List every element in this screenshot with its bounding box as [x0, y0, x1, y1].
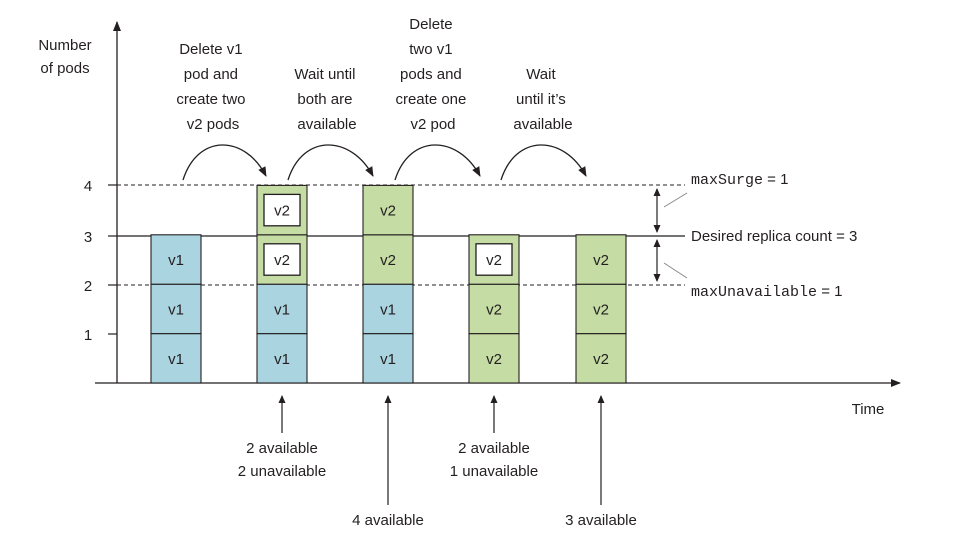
transition-arrow-2	[287, 144, 374, 181]
max-surge-leader	[663, 192, 688, 208]
status-note-line: 2 unavailable	[238, 463, 326, 480]
pod-v1	[150, 283, 202, 335]
status-note-line: 1 unavailable	[450, 463, 538, 480]
pod-label: v1	[380, 301, 396, 318]
step-1-line-2: pod and	[184, 66, 238, 83]
y-tick-label-1: 1	[84, 327, 92, 344]
pod-label: v2	[274, 252, 290, 269]
pod-label: v2	[486, 301, 502, 318]
step-3-line-5: v2 pod	[410, 116, 455, 133]
pod-label: v1	[168, 351, 184, 368]
step-3-line-1: Delete	[409, 16, 452, 33]
pod-v1	[256, 333, 308, 384]
step-caption-3: Delete two v1 pods and create one v2 pod	[395, 16, 470, 133]
transition-arrow-1	[182, 144, 267, 181]
pod-column-2: v1 v1 v2 v2	[256, 184, 308, 384]
step-3-line-3: pods and	[400, 66, 462, 83]
status-note-line: 2 available	[246, 440, 318, 457]
pod-label: v2	[486, 252, 502, 269]
pod-column-1: v1 v1 v1	[150, 234, 202, 384]
pod-label: v1	[274, 301, 290, 318]
step-3-line-2: two v1	[409, 41, 452, 58]
step-1-line-1: Delete v1	[179, 41, 242, 58]
pod-label: v1	[168, 301, 184, 318]
pod-label: v1	[380, 351, 396, 368]
step-1-line-3: create two	[176, 91, 245, 108]
step-caption-1: Delete v1 pod and create two v2 pods	[176, 41, 249, 133]
status-note-3: 2 available 1 unavailable	[450, 395, 538, 480]
pod-v1	[362, 333, 414, 384]
transition-arrow-4	[500, 144, 587, 181]
x-axis-label: Time	[852, 401, 885, 418]
step-caption-2: Wait until both are available	[294, 66, 359, 133]
step-2-line-3: available	[297, 116, 356, 133]
max-surge-annotation: maxSurge = 1	[691, 171, 788, 189]
desired-replica-annotation: Desired replica count = 3	[691, 228, 857, 245]
status-note-line: 3 available	[565, 512, 637, 529]
pod-label: v2	[593, 252, 609, 269]
pod-columns: v1 v1 v1 v1 v1 v2 v2 v1 v1 v2 v2 v2 v2 v2 v2 v2 v2	[150, 184, 627, 384]
pod-label: v2	[380, 252, 396, 269]
step-4-line-2: until it’s	[516, 91, 566, 108]
step-3-line-4: create one	[395, 91, 466, 108]
pod-label: v2	[274, 203, 290, 220]
step-1-line-4: v2 pods	[187, 116, 240, 133]
pod-column-5: v2 v2 v2	[575, 234, 627, 384]
pod-v2	[362, 184, 414, 236]
status-note-2: 4 available	[352, 395, 424, 529]
pod-label: v1	[168, 252, 184, 269]
pod-v2	[575, 283, 627, 335]
status-note-line: 4 available	[352, 512, 424, 529]
pod-v1	[150, 234, 202, 285]
step-4-line-3: available	[513, 116, 572, 133]
y-tick-label-3: 3	[84, 229, 92, 246]
y-axis-label-line-1: Number	[38, 37, 91, 54]
max-unavailable-leader	[663, 262, 688, 279]
pod-v2	[575, 234, 627, 285]
pod-v2	[468, 283, 520, 335]
y-ticks: 1 2 3 4	[84, 178, 117, 344]
pod-label: v2	[593, 351, 609, 368]
pod-v2	[575, 333, 627, 384]
status-note-1: 2 available 2 unavailable	[238, 395, 326, 480]
pod-pending-box	[263, 243, 301, 276]
pod-label: v2	[486, 351, 502, 368]
step-2-line-1: Wait until	[294, 66, 355, 83]
y-tick-label-2: 2	[84, 278, 92, 295]
pod-v1	[150, 333, 202, 384]
status-notes: 2 available 2 unavailable 4 available 2 ava…	[238, 395, 637, 529]
pod-label: v2	[593, 301, 609, 318]
transition-arrow-3	[394, 144, 481, 181]
step-2-line-2: both are	[297, 91, 352, 108]
pod-v1	[256, 283, 308, 335]
pod-pending-box	[263, 193, 301, 227]
pod-label: v2	[380, 203, 396, 220]
pod-v2	[468, 333, 520, 384]
pod-column-3: v1 v1 v2 v2	[362, 184, 414, 384]
pod-label: v1	[274, 351, 290, 368]
status-note-4: 3 available	[565, 395, 637, 529]
pod-v2	[362, 234, 414, 285]
step-caption-4: Wait until it’s available	[513, 66, 572, 133]
y-tick-label-4: 4	[84, 178, 92, 195]
y-axis-label-line-2: of pods	[40, 60, 89, 77]
pod-column-4: v2 v2 v2	[468, 234, 520, 384]
status-note-line: 2 available	[458, 440, 530, 457]
pod-pending-box	[475, 243, 513, 276]
max-unavailable-annotation: maxUnavailable = 1	[691, 283, 842, 301]
step-4-line-1: Wait	[526, 66, 556, 83]
